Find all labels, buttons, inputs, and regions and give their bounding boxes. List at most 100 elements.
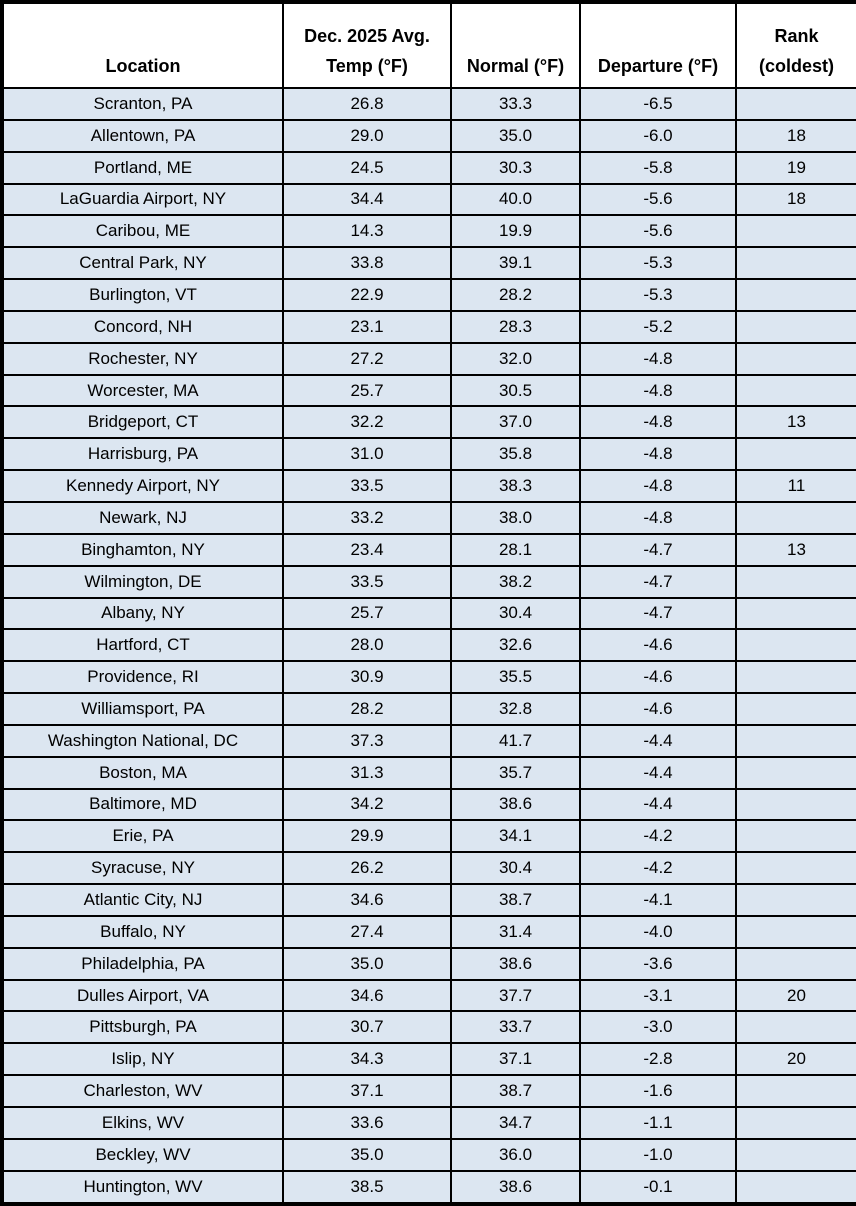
departure-cell: -0.1 <box>579 1169 737 1206</box>
table-row: Central Park, NY 33.8 39.1 -5.3 <box>1 246 856 281</box>
departure-cell: -4.0 <box>579 914 737 949</box>
table-row: Philadelphia, PA 35.0 38.6 -3.6 <box>1 946 856 981</box>
table-row: Buffalo, NY 27.4 31.4 -4.0 <box>1 914 856 949</box>
table-row: Caribou, ME 14.3 19.9 -5.6 <box>1 214 856 249</box>
normal-cell: 28.2 <box>450 278 581 312</box>
col-header-rank: Rank (coldest) <box>735 1 856 89</box>
location-cell: Buffalo, NY <box>1 914 284 949</box>
normal-cell: 35.5 <box>450 660 581 695</box>
normal-cell: 33.7 <box>450 1010 581 1045</box>
table-row: Newark, NJ 33.2 38.0 -4.8 <box>1 500 856 535</box>
normal-cell: 35.7 <box>450 755 581 790</box>
location-cell: Erie, PA <box>1 819 284 854</box>
departure-cell: -5.8 <box>579 150 737 185</box>
rank-cell <box>735 883 856 917</box>
table-row: Dulles Airport, VA 34.6 37.7 -3.1 20 <box>1 978 856 1013</box>
rank-cell <box>735 87 856 121</box>
rank-cell: 18 <box>735 118 856 153</box>
normal-cell: 38.7 <box>450 883 581 917</box>
departure-cell: -1.1 <box>579 1106 737 1140</box>
table-row: Beckley, WV 35.0 36.0 -1.0 <box>1 1137 856 1172</box>
avg-temp-cell: 26.8 <box>282 87 452 121</box>
departure-cell: -3.6 <box>579 946 737 981</box>
location-cell: Pittsburgh, PA <box>1 1010 284 1045</box>
location-cell: Kennedy Airport, NY <box>1 469 284 503</box>
normal-cell: 38.6 <box>450 946 581 981</box>
avg-temp-cell: 30.9 <box>282 660 452 695</box>
avg-temp-cell: 33.8 <box>282 246 452 281</box>
table-row: Huntington, WV 38.5 38.6 -0.1 <box>1 1169 856 1206</box>
rank-cell <box>735 692 856 726</box>
location-cell: Rochester, NY <box>1 341 284 376</box>
departure-cell: -4.1 <box>579 883 737 917</box>
avg-temp-cell: 27.4 <box>282 914 452 949</box>
rank-cell <box>735 723 856 758</box>
departure-cell: -6.5 <box>579 87 737 121</box>
table-row: Islip, NY 34.3 37.1 -2.8 20 <box>1 1042 856 1077</box>
normal-cell: 38.2 <box>450 564 581 599</box>
avg-temp-cell: 35.0 <box>282 946 452 981</box>
departure-cell: -5.2 <box>579 309 737 344</box>
rank-cell <box>735 1106 856 1140</box>
departure-cell: -1.6 <box>579 1074 737 1108</box>
rank-cell <box>735 755 856 790</box>
table-row: Kennedy Airport, NY 33.5 38.3 -4.8 11 <box>1 469 856 503</box>
avg-temp-cell: 30.7 <box>282 1010 452 1045</box>
table-row: Allentown, PA 29.0 35.0 -6.0 18 <box>1 118 856 153</box>
table-row: Elkins, WV 33.6 34.7 -1.1 <box>1 1106 856 1140</box>
table-row: Bridgeport, CT 32.2 37.0 -4.8 13 <box>1 405 856 440</box>
normal-cell: 33.3 <box>450 87 581 121</box>
location-cell: Islip, NY <box>1 1042 284 1077</box>
table-row: Williamsport, PA 28.2 32.8 -4.6 <box>1 692 856 726</box>
departure-cell: -5.3 <box>579 246 737 281</box>
table-row: Washington National, DC 37.3 41.7 -4.4 <box>1 723 856 758</box>
normal-cell: 30.4 <box>450 596 581 631</box>
normal-cell: 38.7 <box>450 1074 581 1108</box>
location-cell: Wilmington, DE <box>1 564 284 599</box>
avg-temp-cell: 26.2 <box>282 851 452 886</box>
rank-cell <box>735 787 856 822</box>
table-body: Scranton, PA 26.8 33.3 -6.5 Allentown, PA 29.… <box>1 87 856 1206</box>
avg-temp-cell: 32.2 <box>282 405 452 440</box>
location-cell: Portland, ME <box>1 150 284 185</box>
normal-cell: 30.3 <box>450 150 581 185</box>
normal-cell: 37.0 <box>450 405 581 440</box>
table-row: Baltimore, MD 34.2 38.6 -4.4 <box>1 787 856 822</box>
rank-cell <box>735 851 856 886</box>
location-cell: Washington National, DC <box>1 723 284 758</box>
location-cell: Baltimore, MD <box>1 787 284 822</box>
normal-cell: 35.8 <box>450 437 581 472</box>
rank-cell <box>735 500 856 535</box>
normal-cell: 38.3 <box>450 469 581 503</box>
rank-cell: 13 <box>735 532 856 567</box>
location-cell: Bridgeport, CT <box>1 405 284 440</box>
departure-cell: -4.2 <box>579 819 737 854</box>
table-row: Binghamton, NY 23.4 28.1 -4.7 13 <box>1 532 856 567</box>
avg-temp-cell: 38.5 <box>282 1169 452 1206</box>
table-row: LaGuardia Airport, NY 34.4 40.0 -5.6 18 <box>1 182 856 217</box>
avg-temp-cell: 35.0 <box>282 1137 452 1172</box>
location-cell: Huntington, WV <box>1 1169 284 1206</box>
normal-cell: 38.6 <box>450 787 581 822</box>
avg-temp-cell: 37.1 <box>282 1074 452 1108</box>
table-row: Providence, RI 30.9 35.5 -4.6 <box>1 660 856 695</box>
location-cell: Worcester, MA <box>1 373 284 408</box>
normal-cell: 38.0 <box>450 500 581 535</box>
location-cell: Newark, NJ <box>1 500 284 535</box>
rank-cell: 20 <box>735 978 856 1013</box>
departure-cell: -4.6 <box>579 660 737 695</box>
departure-cell: -4.8 <box>579 373 737 408</box>
rank-cell: 19 <box>735 150 856 185</box>
col-header-departure: Departure (°F) <box>579 1 737 89</box>
rank-cell <box>735 1074 856 1108</box>
normal-cell: 34.7 <box>450 1106 581 1140</box>
departure-cell: -6.0 <box>579 118 737 153</box>
location-cell: Central Park, NY <box>1 246 284 281</box>
departure-cell: -4.2 <box>579 851 737 886</box>
avg-temp-cell: 28.2 <box>282 692 452 726</box>
location-cell: Boston, MA <box>1 755 284 790</box>
table-row: Pittsburgh, PA 30.7 33.7 -3.0 <box>1 1010 856 1045</box>
departure-cell: -4.4 <box>579 755 737 790</box>
avg-temp-cell: 22.9 <box>282 278 452 312</box>
location-cell: Albany, NY <box>1 596 284 631</box>
